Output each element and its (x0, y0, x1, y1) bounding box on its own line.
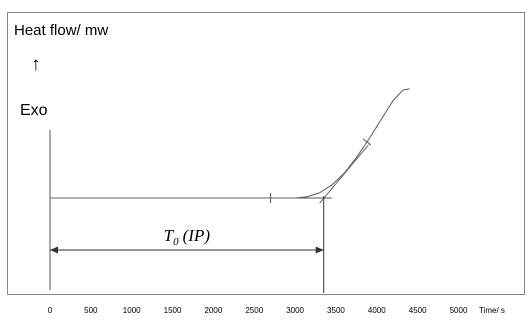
heat-flow-curve (50, 88, 410, 199)
x-axis-label: Time/ s (479, 306, 505, 315)
dimension-arrow-right (315, 246, 324, 254)
chart-frame (7, 12, 525, 295)
x-tick-label: 1000 (123, 306, 141, 315)
x-tick-label: 4500 (409, 306, 427, 315)
up-arrow-icon: ↑ (31, 54, 41, 75)
x-tick-label: 3500 (327, 306, 345, 315)
x-tick-label: 500 (84, 306, 98, 315)
plot-area: T0 (IP) 0 500 1000 1500 2000 2500 3000 3500 4000 4… (48, 88, 505, 315)
x-tick-label: 3000 (286, 306, 304, 315)
x-tick-label: 4000 (368, 306, 386, 315)
x-tick-label: 5000 (450, 306, 468, 315)
onset-annotation-subscript: 0 (173, 236, 179, 248)
x-tick-labels: 0 500 1000 1500 2000 2500 3000 3500 4000 4500 5000 (48, 306, 468, 315)
curve-tick (362, 138, 372, 146)
x-tick-label: 2500 (245, 306, 263, 315)
dimension-arrow-left (50, 246, 58, 254)
onset-annotation-suffix: (IP) (183, 226, 211, 245)
x-tick-label: 2000 (205, 306, 223, 315)
exo-label: Exo (20, 102, 48, 119)
x-tick-label: 1500 (164, 306, 182, 315)
onset-annotation-T: T (164, 226, 175, 245)
x-tick-label: 0 (48, 306, 53, 315)
y-axis-label: Heat flow/ mw (14, 22, 108, 39)
onset-annotation: T0 (IP) (164, 226, 211, 248)
